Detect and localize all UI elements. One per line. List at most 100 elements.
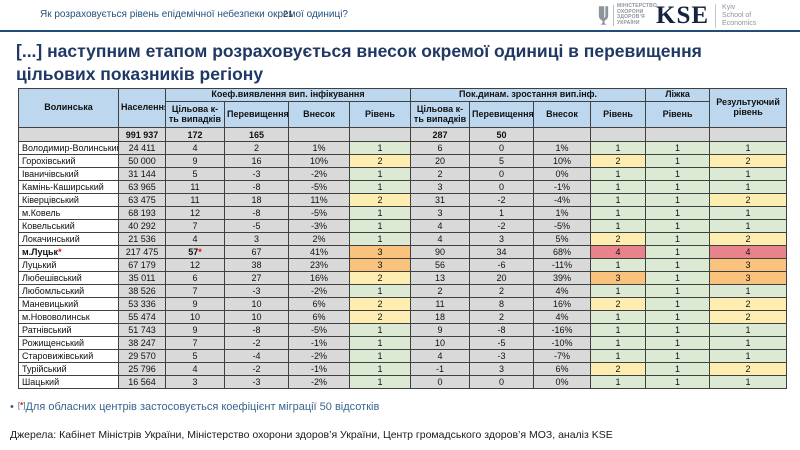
g1-exceed-cell: -3: [224, 284, 289, 298]
population-cell: 217 475: [118, 245, 166, 259]
g2-level-cell: 1: [590, 349, 647, 363]
summary-empty: [533, 127, 592, 142]
population-cell: 35 011: [118, 271, 166, 285]
result-level-cell: 2: [709, 232, 788, 246]
g2-contrib-cell: 4%: [533, 310, 592, 324]
g1-contrib-cell: 16%: [288, 271, 350, 285]
g2-exceed-cell: -5: [469, 336, 535, 350]
district-name-cell: Рожищенський: [18, 336, 119, 350]
epidemic-risk-table-wrap: Волинська Населення Коеф.виявлення вип. …: [18, 88, 788, 389]
result-level-cell: 1: [709, 284, 788, 298]
table-row: Ковельський 40 292 7 -5 -3% 1 4 -2 -5% 1 1 1: [18, 219, 788, 233]
kse-logo-word: KSE: [656, 2, 710, 29]
table-body: Володимир-Волинський 24 411 4 2 1% 1 6 0 1% 1 1 1 Го…: [18, 141, 788, 389]
moh-logo: МІНІСТЕРСТВО ОХОРОНИ ЗДОРОВ’Я УКРАЇНИ: [597, 3, 657, 26]
g2-exceed-cell: 1: [469, 206, 535, 220]
g1-target-cell: 7: [165, 284, 225, 298]
g1-level-cell: 1: [348, 206, 412, 220]
col-header-g1-contrib: Внесок: [288, 101, 350, 128]
g2-target-cell: 2: [410, 167, 471, 181]
table-row: Камінь-Каширський 63 965 11 -8 -5% 1 3 0 -1% 1 1 1: [18, 180, 788, 194]
g2-level-cell: 2: [590, 232, 647, 246]
population-cell: 24 411: [118, 141, 166, 155]
g1-exceed-cell: 18: [224, 193, 289, 207]
g2-target-cell: 56: [410, 258, 471, 272]
beds-level-cell: 1: [645, 141, 711, 155]
g1-level-cell: 2: [348, 193, 412, 207]
g2-contrib-cell: 1%: [533, 141, 592, 155]
district-name-cell: Ківерцівський: [18, 193, 119, 207]
g1-contrib-cell: -5%: [288, 180, 350, 194]
table-row: Старовижівський 29 570 5 -4 -2% 1 4 -3 -7% 1 1 1: [18, 349, 788, 363]
col-header-g1-target: Цільова к-ть випадків: [165, 101, 225, 128]
table-row: Турійський 25 796 4 -2 -1% 1 -1 3 6% 2 1 2: [18, 362, 788, 376]
g2-target-cell: 9: [410, 323, 471, 337]
beds-level-cell: 1: [645, 206, 711, 220]
result-level-cell: 1: [709, 336, 788, 350]
district-name-cell: Шацький: [18, 375, 119, 389]
g2-target-cell: 2: [410, 284, 471, 298]
district-name-cell: Маневицький: [18, 297, 119, 311]
g2-target-cell: 11: [410, 297, 471, 311]
col-header-population: Населення: [118, 88, 166, 128]
beds-level-cell: 1: [645, 297, 711, 311]
g2-level-cell: 2: [590, 297, 647, 311]
col-header-g1-exceed: Перевищення: [224, 101, 289, 128]
g1-level-cell: 1: [348, 349, 412, 363]
district-name-cell: Горохівський: [18, 154, 119, 168]
g1-level-cell: 2: [348, 154, 412, 168]
table-row: Маневицький 53 336 9 10 6% 2 11 8 16% 2 1 2: [18, 297, 788, 311]
g1-exceed-cell: 10: [224, 310, 289, 324]
g2-target-cell: 18: [410, 310, 471, 324]
group-header-detection: Коеф.виявлення вип. інфікування: [164, 88, 412, 102]
g1-contrib-cell: -5%: [288, 323, 350, 337]
g1-exceed-cell: -4: [224, 349, 289, 363]
g1-exceed-cell: -2: [224, 336, 289, 350]
g2-contrib-cell: -16%: [533, 323, 592, 337]
g2-level-cell: 1: [590, 258, 647, 272]
g1-contrib-cell: -2%: [288, 284, 350, 298]
col-header-g2-level: Рівень: [590, 101, 647, 128]
footnote: • [*]Для обласних центрів застосовується …: [10, 401, 379, 413]
g1-contrib-cell: -3%: [288, 219, 350, 233]
g1-target-cell: 9: [165, 323, 225, 337]
g2-contrib-cell: -10%: [533, 336, 592, 350]
g2-contrib-cell: 6%: [533, 362, 592, 376]
g2-target-cell: 0: [410, 375, 471, 389]
header-question: Як розраховується рівень епідемічної неб…: [40, 9, 348, 20]
g1-contrib-cell: 6%: [288, 310, 350, 324]
result-level-cell: 1: [709, 349, 788, 363]
result-level-cell: 2: [709, 297, 788, 311]
beds-level-cell: 1: [645, 284, 711, 298]
g2-contrib-cell: 0%: [533, 167, 592, 181]
result-level-cell: 3: [709, 271, 788, 285]
g2-target-cell: -1: [410, 362, 471, 376]
g1-exceed-cell: 10: [224, 297, 289, 311]
district-name-cell: м.Ковель: [18, 206, 119, 220]
g1-contrib-cell: -2%: [288, 349, 350, 363]
g1-level-cell: 1: [348, 232, 412, 246]
g2-target-cell: 3: [410, 206, 471, 220]
g2-exceed-cell: -6: [469, 258, 535, 272]
beds-level-cell: 1: [645, 258, 711, 272]
header-rule: [0, 30, 800, 32]
g1-exceed-cell: 27: [224, 271, 289, 285]
g1-exceed-cell: 67: [224, 245, 289, 259]
population-cell: 29 570: [118, 349, 166, 363]
g2-contrib-cell: 0%: [533, 375, 592, 389]
g2-exceed-cell: -2: [469, 193, 535, 207]
result-level-cell: 4: [709, 245, 788, 259]
g1-level-cell: 2: [348, 271, 412, 285]
summary-row: 991 937 172 165 287 50: [18, 127, 788, 142]
g1-target-cell: 5: [165, 349, 225, 363]
g1-level-cell: 3: [348, 245, 412, 259]
district-name-cell: Іваничівський: [18, 167, 119, 181]
table-row: Любомльський 38 526 7 -3 -2% 1 2 2 4% 1 1 1: [18, 284, 788, 298]
population-cell: 31 144: [118, 167, 166, 181]
result-level-cell: 1: [709, 323, 788, 337]
g2-level-cell: 1: [590, 323, 647, 337]
district-name-cell: Володимир-Волинський: [18, 141, 119, 155]
summary-empty: [590, 127, 647, 142]
result-level-cell: 1: [709, 180, 788, 194]
district-name-cell: м.Нововолинськ: [18, 310, 119, 324]
